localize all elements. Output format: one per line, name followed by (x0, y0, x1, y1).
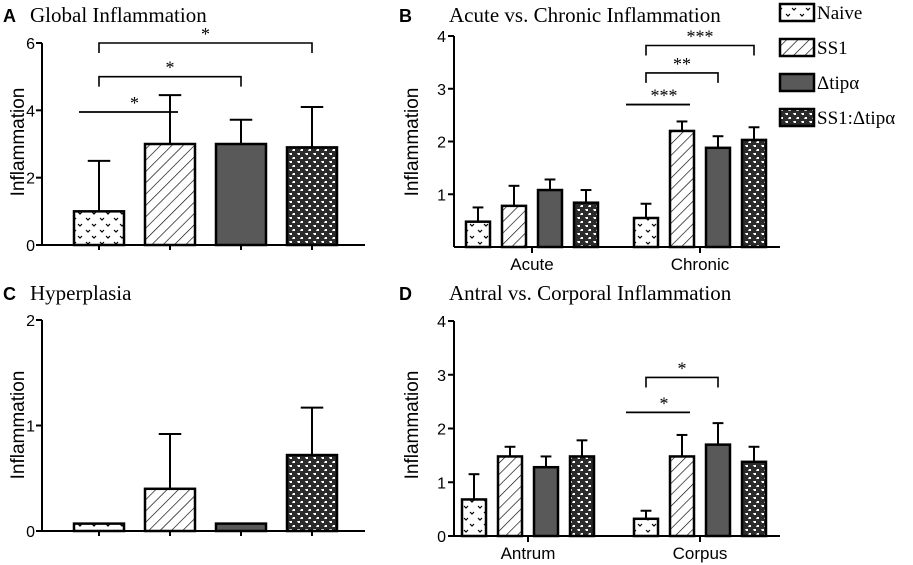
ylabel-a: Inflammation (8, 88, 29, 197)
panel-letter-b: B (399, 6, 412, 26)
bar-combo (285, 146, 339, 247)
bar-dtip (704, 443, 732, 538)
y-tick-label: 0 (26, 524, 35, 541)
bar-combo (568, 455, 596, 538)
legend-swatch-naive (778, 2, 816, 23)
y-tick-label: 2 (26, 171, 35, 188)
significance-stars: * (678, 358, 687, 378)
bar-ss1 (668, 455, 696, 538)
bar-naive (72, 210, 126, 247)
y-tick-label: 2 (437, 422, 446, 439)
bar-ss1 (496, 455, 524, 538)
significance-bracket (98, 42, 313, 53)
significance-stars: *** (651, 86, 678, 106)
bar-ss1 (143, 142, 197, 247)
x-category-label: Chronic (671, 255, 730, 274)
bar-naive (460, 498, 488, 538)
chart-antral-vs-corporal: 0 1 2 3 4 Antrum Corpus * * (437, 314, 780, 563)
y-tick-label: 0 (437, 529, 446, 546)
bar-ss1 (500, 204, 528, 249)
ylabel-d: Inflammation (402, 371, 423, 480)
y-tick-label: 3 (437, 368, 446, 385)
legend-swatch-ss1 (778, 37, 816, 58)
significance-bracket (98, 75, 242, 87)
y-tick-label: 4 (437, 314, 446, 331)
panel-letter-c: C (3, 284, 16, 304)
bar-ss1 (143, 487, 197, 533)
y-tick-label: 2 (26, 313, 35, 330)
panel-letter-a: A (3, 6, 16, 26)
bar-naive (72, 522, 126, 533)
legend-label-combo: SS1:Δtipα (817, 108, 895, 129)
panel-title-b: Acute vs. Chronic Inflammation (449, 3, 721, 27)
panel-title-c: Hyperplasia (30, 281, 132, 305)
significance-stars: * (130, 93, 139, 113)
bar-dtip (532, 465, 560, 538)
x-category-label: Acute (510, 255, 553, 274)
significance-stars: * (166, 58, 175, 78)
significance-bracket (645, 376, 719, 388)
significance-stars: * (201, 24, 210, 44)
x-category-label: Antrum (501, 544, 556, 563)
bar-dtip (214, 522, 268, 533)
chart-hyperplasia: 0 1 2 (26, 313, 365, 541)
y-tick-label: 2 (437, 135, 446, 152)
bar-dtip (214, 142, 268, 247)
y-tick-label: 1 (26, 419, 35, 436)
bar-ss1 (668, 129, 696, 249)
y-tick-label: 4 (26, 103, 35, 120)
x-category-label: Corpus (673, 544, 728, 563)
legend-label-naive: Naive (817, 3, 862, 24)
significance-bracket (645, 72, 719, 83)
y-tick-label: 0 (26, 238, 35, 255)
bar-dtip (536, 188, 564, 249)
bar-combo (572, 201, 600, 249)
bar-naive (632, 216, 660, 249)
bar-combo (285, 453, 339, 533)
legend-label-dtip: Δtipα (817, 73, 859, 94)
y-tick-label: 6 (26, 36, 35, 53)
y-tick-label: 1 (437, 187, 446, 204)
significance-stars: ** (673, 54, 691, 74)
y-tick-label: 4 (437, 29, 446, 46)
bar-naive (464, 220, 492, 249)
bar-naive (632, 517, 660, 538)
panel-title-d: Antral vs. Corporal Inflammation (449, 281, 732, 305)
legend-swatch-dtip (778, 72, 816, 93)
ylabel-b: Inflammation (402, 88, 423, 197)
legend-label-ss1: SS1 (817, 38, 848, 59)
ylabel-c: Inflammation (8, 371, 29, 480)
significance-stars: *** (687, 26, 714, 46)
legend-swatch-combo (778, 107, 816, 128)
panel-title-a: Global Inflammation (30, 3, 207, 27)
significance-stars: * (660, 393, 669, 413)
bar-combo (740, 460, 768, 538)
chart-global-inflammation: 0 2 4 6 * * * (26, 24, 365, 255)
legend: Naive SS1 Δtipα SS1:Δtipα (778, 2, 895, 129)
bar-combo (740, 138, 768, 249)
panel-letter-d: D (399, 284, 412, 304)
bar-dtip (704, 146, 732, 249)
y-tick-label: 1 (437, 475, 446, 492)
y-tick-label: 3 (437, 82, 446, 99)
significance-bracket (645, 44, 755, 56)
